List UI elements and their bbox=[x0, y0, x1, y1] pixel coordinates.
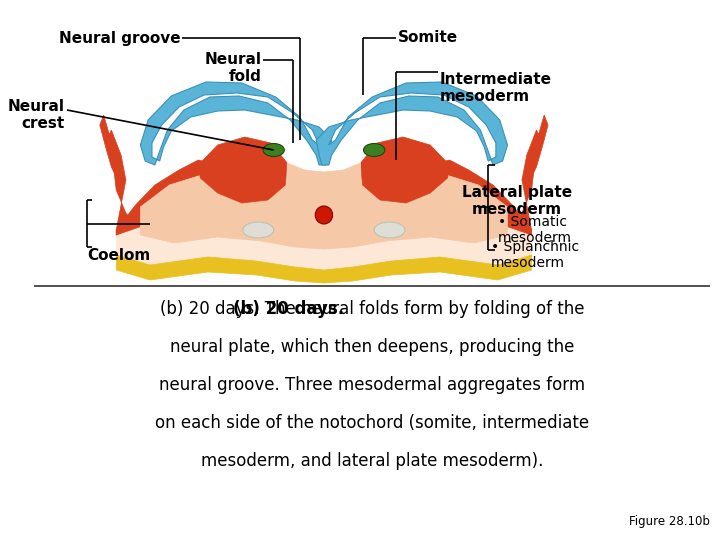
Text: Coelom: Coelom bbox=[87, 248, 150, 263]
Text: neural groove. Three mesodermal aggregates form: neural groove. Three mesodermal aggregat… bbox=[159, 376, 585, 394]
Polygon shape bbox=[100, 115, 126, 183]
Text: mesoderm, and lateral plate mesoderm).: mesoderm, and lateral plate mesoderm). bbox=[201, 452, 544, 470]
Text: Neural
fold: Neural fold bbox=[204, 52, 261, 84]
Polygon shape bbox=[316, 82, 508, 165]
Text: • Splanchnic
mesoderm: • Splanchnic mesoderm bbox=[491, 240, 579, 270]
Text: on each side of the notochord (somite, intermediate: on each side of the notochord (somite, i… bbox=[156, 414, 589, 432]
Text: (b) 20 days.: (b) 20 days. bbox=[233, 300, 344, 318]
Polygon shape bbox=[287, 163, 361, 199]
Ellipse shape bbox=[374, 222, 405, 238]
Ellipse shape bbox=[243, 222, 274, 238]
Polygon shape bbox=[522, 115, 548, 183]
Ellipse shape bbox=[263, 144, 284, 157]
Text: Lateral plate
mesoderm: Lateral plate mesoderm bbox=[462, 185, 572, 218]
Polygon shape bbox=[361, 137, 449, 203]
Circle shape bbox=[315, 206, 333, 224]
Polygon shape bbox=[116, 185, 531, 270]
Polygon shape bbox=[116, 255, 531, 283]
Text: Figure 28.10b: Figure 28.10b bbox=[629, 515, 711, 528]
Text: Intermediate
mesoderm: Intermediate mesoderm bbox=[440, 72, 552, 104]
Text: neural plate, which then deepens, producing the: neural plate, which then deepens, produc… bbox=[170, 338, 575, 356]
Ellipse shape bbox=[364, 144, 384, 157]
Text: Neural
crest: Neural crest bbox=[8, 99, 65, 131]
Text: Neural groove: Neural groove bbox=[59, 30, 181, 45]
Text: Somite: Somite bbox=[398, 30, 459, 45]
Polygon shape bbox=[513, 130, 541, 235]
Polygon shape bbox=[198, 137, 287, 203]
Polygon shape bbox=[140, 170, 508, 249]
Polygon shape bbox=[116, 160, 237, 235]
Polygon shape bbox=[140, 82, 332, 165]
Polygon shape bbox=[107, 130, 135, 235]
Text: • Somatic
mesoderm: • Somatic mesoderm bbox=[498, 215, 572, 245]
Text: (b) 20 days. The neural folds form by folding of the: (b) 20 days. The neural folds form by fo… bbox=[160, 300, 585, 318]
Polygon shape bbox=[411, 160, 531, 235]
